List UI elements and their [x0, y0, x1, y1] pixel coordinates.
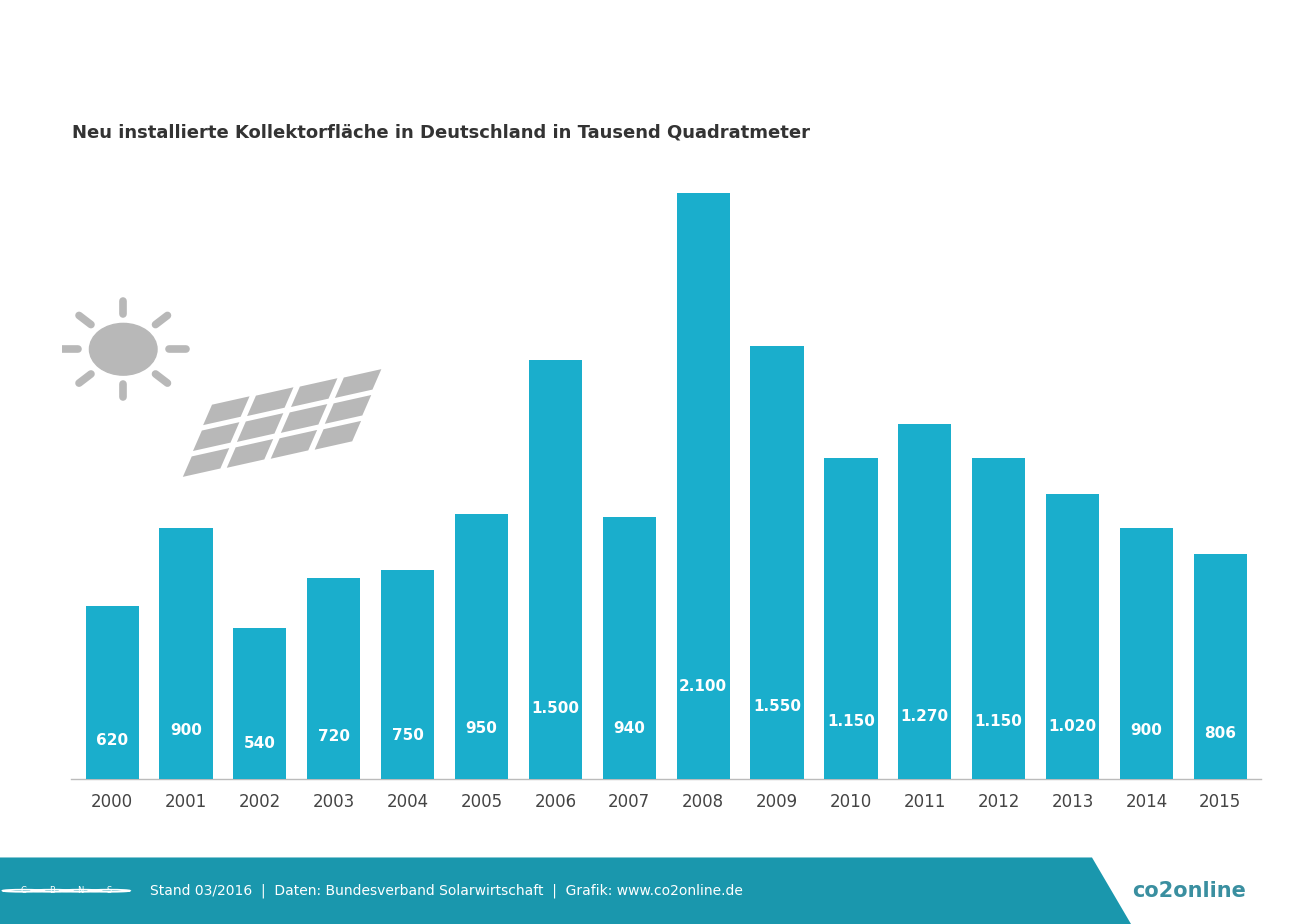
Text: Neu installierte Kollektorfläche in Deutschland in Tausend Quadratmeter: Neu installierte Kollektorfläche in Deut… [72, 123, 810, 141]
Polygon shape [225, 437, 276, 469]
Text: 950: 950 [465, 721, 498, 736]
Text: 620: 620 [96, 733, 129, 748]
Text: Stand 03/2016  |  Daten: Bundesverband Solarwirtschaft  |  Grafik: www.co2online: Stand 03/2016 | Daten: Bundesverband Sol… [150, 883, 742, 898]
Polygon shape [312, 419, 363, 452]
Bar [898, 424, 952, 779]
Text: 806: 806 [1204, 726, 1236, 741]
Text: 2.100: 2.100 [679, 679, 727, 694]
Bar [455, 514, 508, 779]
Bar [160, 528, 213, 779]
Polygon shape [269, 428, 320, 460]
Text: 1.550: 1.550 [753, 699, 801, 714]
Polygon shape [322, 394, 373, 426]
Text: co2online: co2online [1132, 881, 1247, 901]
Polygon shape [181, 446, 231, 479]
Text: 1.150: 1.150 [975, 714, 1023, 729]
Bar [1046, 494, 1100, 779]
Text: N: N [78, 886, 83, 895]
Text: 900: 900 [1131, 723, 1162, 738]
Text: 1.020: 1.020 [1049, 719, 1097, 734]
Bar [529, 360, 582, 779]
Polygon shape [278, 402, 329, 434]
Polygon shape [0, 857, 1131, 924]
Text: C: C [21, 886, 26, 895]
Bar [86, 606, 139, 779]
Polygon shape [191, 420, 242, 453]
Bar [972, 458, 1026, 779]
Text: S: S [107, 886, 112, 895]
Polygon shape [289, 376, 339, 408]
Bar [824, 458, 878, 779]
Polygon shape [235, 411, 286, 444]
Bar [603, 517, 656, 779]
Polygon shape [333, 368, 384, 400]
Text: Zuwachs der Kollektorfläche von Solarthermieanlagen: Zuwachs der Kollektorfläche von Solarthe… [12, 29, 1288, 71]
Text: 720: 720 [317, 729, 350, 745]
Bar [750, 346, 803, 779]
Bar [1119, 528, 1173, 779]
Text: 540: 540 [244, 736, 276, 751]
Bar [307, 578, 360, 779]
Bar [1193, 554, 1247, 779]
Text: 1.150: 1.150 [827, 714, 875, 729]
Circle shape [90, 323, 157, 375]
Bar [676, 193, 729, 779]
Polygon shape [202, 395, 252, 427]
Polygon shape [244, 385, 295, 418]
Text: 1.500: 1.500 [532, 701, 580, 716]
Bar [381, 569, 434, 779]
Text: B: B [49, 886, 55, 895]
Text: 900: 900 [170, 723, 202, 738]
Text: 1.270: 1.270 [901, 710, 949, 724]
Bar [233, 628, 286, 779]
Text: 750: 750 [391, 728, 424, 743]
Text: 940: 940 [614, 722, 645, 736]
